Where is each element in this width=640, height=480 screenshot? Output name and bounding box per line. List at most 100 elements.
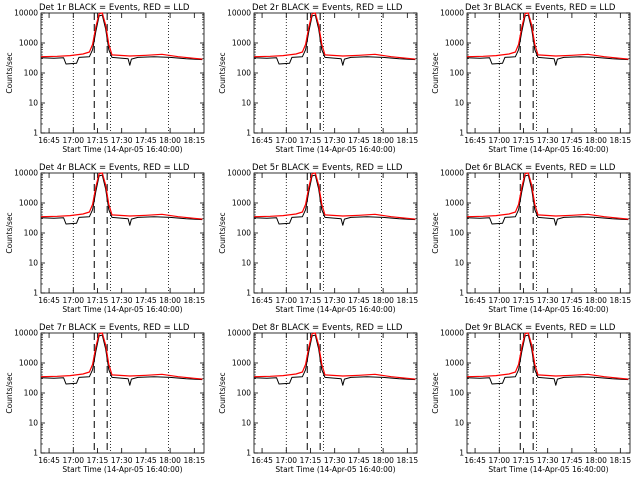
y-axis-label: Counts/sec bbox=[218, 372, 227, 413]
x-axis-label: Start Time (14-Apr-05 16:40:00) bbox=[275, 465, 395, 474]
y-tick-label: 1000 bbox=[445, 39, 464, 48]
panel-det-5r: Det 5r BLACK = Events, RED = LLD 1 10 100 10… bbox=[218, 163, 418, 314]
y-tick-label: 1000 bbox=[232, 39, 251, 48]
x-tick-label: 16:45 bbox=[464, 136, 486, 145]
plot-frame bbox=[40, 12, 205, 134]
y-tick-label: 1 bbox=[459, 129, 464, 138]
x-axis-label: Start Time (14-Apr-05 16:40:00) bbox=[62, 145, 182, 154]
plot-frame bbox=[253, 332, 418, 454]
series-line-events bbox=[40, 14, 203, 66]
series-line-events bbox=[253, 174, 416, 226]
series-line-lld bbox=[40, 12, 203, 60]
y-tick-label: 10 bbox=[241, 99, 251, 108]
x-tick-label: 18:15 bbox=[610, 296, 632, 305]
y-axis-label: Counts/sec bbox=[218, 212, 227, 253]
y-tick-label: 100 bbox=[450, 389, 465, 398]
x-tick-label: 17:30 bbox=[111, 136, 133, 145]
y-tick-label: 1000 bbox=[232, 199, 251, 208]
series-line-lld bbox=[253, 332, 416, 380]
x-tick-label: 16:45 bbox=[464, 296, 486, 305]
x-tick-label: 17:30 bbox=[324, 136, 346, 145]
x-axis-label: Start Time (14-Apr-05 16:40:00) bbox=[275, 305, 395, 314]
x-tick-label: 17:45 bbox=[561, 456, 583, 465]
x-tick-label: 17:00 bbox=[62, 136, 84, 145]
y-tick-label: 10000 bbox=[14, 9, 38, 18]
y-axis-label: Counts/sec bbox=[431, 52, 440, 93]
y-tick-label: 10 bbox=[454, 259, 464, 268]
series-line-events bbox=[253, 14, 416, 66]
x-tick-label: 18:15 bbox=[397, 456, 419, 465]
y-tick-label: 10 bbox=[454, 99, 464, 108]
y-tick-label: 1 bbox=[459, 289, 464, 298]
y-tick-label: 100 bbox=[237, 229, 252, 238]
y-tick-label: 1000 bbox=[445, 359, 464, 368]
y-tick-label: 10000 bbox=[14, 329, 38, 338]
y-axis-label: Counts/sec bbox=[5, 52, 14, 93]
series-line-events bbox=[40, 174, 203, 226]
series-line-lld bbox=[40, 332, 203, 380]
y-tick-label: 10 bbox=[28, 419, 38, 428]
panel-title: Det 7r BLACK = Events, RED = LLD bbox=[39, 323, 190, 333]
x-axis-label: Start Time (14-Apr-05 16:40:00) bbox=[488, 305, 608, 314]
y-axis-label: Counts/sec bbox=[5, 372, 14, 413]
y-tick-label: 10000 bbox=[440, 169, 464, 178]
y-tick-label: 100 bbox=[237, 69, 252, 78]
y-tick-label: 1 bbox=[33, 289, 38, 298]
x-tick-label: 16:45 bbox=[38, 296, 60, 305]
x-tick-label: 18:00 bbox=[585, 136, 607, 145]
series-line-events bbox=[466, 14, 629, 66]
panel-det-6r: Det 6r BLACK = Events, RED = LLD 1 10 100 10… bbox=[431, 163, 631, 314]
plot-frame bbox=[40, 332, 205, 454]
panel-title: Det 9r BLACK = Events, RED = LLD bbox=[465, 323, 616, 333]
y-tick-label: 1000 bbox=[19, 359, 38, 368]
series-line-events bbox=[466, 334, 629, 386]
x-tick-label: 17:30 bbox=[537, 296, 559, 305]
x-tick-label: 17:45 bbox=[135, 136, 157, 145]
x-tick-label: 18:15 bbox=[610, 136, 632, 145]
y-tick-label: 1 bbox=[33, 129, 38, 138]
x-tick-label: 18:00 bbox=[585, 296, 607, 305]
y-tick-label: 1 bbox=[246, 289, 251, 298]
x-tick-label: 18:00 bbox=[372, 456, 394, 465]
y-tick-label: 10000 bbox=[440, 9, 464, 18]
y-tick-label: 10 bbox=[28, 259, 38, 268]
panel-det-8r: Det 8r BLACK = Events, RED = LLD 1 10 100 10… bbox=[218, 323, 418, 474]
x-tick-label: 18:15 bbox=[610, 456, 632, 465]
panel-det-7r: Det 7r BLACK = Events, RED = LLD 1 10 100 10… bbox=[5, 323, 205, 474]
plot-frame bbox=[466, 332, 631, 454]
x-tick-label: 17:30 bbox=[111, 296, 133, 305]
x-tick-label: 16:45 bbox=[251, 136, 273, 145]
y-axis-label: Counts/sec bbox=[431, 212, 440, 253]
y-axis-label: Counts/sec bbox=[431, 372, 440, 413]
x-tick-label: 18:00 bbox=[159, 296, 181, 305]
x-tick-label: 17:45 bbox=[135, 296, 157, 305]
y-tick-label: 1 bbox=[246, 129, 251, 138]
series-line-events bbox=[253, 334, 416, 386]
series-line-lld bbox=[466, 332, 629, 380]
panel-title: Det 5r BLACK = Events, RED = LLD bbox=[252, 163, 403, 173]
y-tick-label: 10000 bbox=[227, 9, 251, 18]
y-tick-label: 100 bbox=[450, 229, 465, 238]
x-tick-label: 17:15 bbox=[300, 296, 322, 305]
panel-title: Det 1r BLACK = Events, RED = LLD bbox=[39, 3, 190, 13]
panel-det-1r: Det 1r BLACK = Events, RED = LLD 1 10 100 10… bbox=[5, 3, 205, 154]
x-axis-label: Start Time (14-Apr-05 16:40:00) bbox=[488, 465, 608, 474]
y-axis-label: Counts/sec bbox=[5, 212, 14, 253]
panel-title: Det 2r BLACK = Events, RED = LLD bbox=[252, 3, 403, 13]
x-tick-label: 18:15 bbox=[397, 296, 419, 305]
y-tick-label: 100 bbox=[237, 389, 252, 398]
x-tick-label: 17:30 bbox=[324, 296, 346, 305]
x-axis-label: Start Time (14-Apr-05 16:40:00) bbox=[275, 145, 395, 154]
x-tick-label: 17:30 bbox=[537, 136, 559, 145]
x-tick-label: 18:15 bbox=[184, 456, 206, 465]
x-tick-label: 17:15 bbox=[513, 456, 535, 465]
x-tick-label: 18:15 bbox=[397, 136, 419, 145]
x-tick-label: 17:15 bbox=[300, 456, 322, 465]
x-tick-label: 17:15 bbox=[87, 456, 109, 465]
y-tick-label: 100 bbox=[450, 69, 465, 78]
series-line-lld bbox=[253, 172, 416, 220]
panel-title: Det 4r BLACK = Events, RED = LLD bbox=[39, 163, 190, 173]
x-tick-label: 17:45 bbox=[561, 296, 583, 305]
x-tick-label: 17:30 bbox=[111, 456, 133, 465]
